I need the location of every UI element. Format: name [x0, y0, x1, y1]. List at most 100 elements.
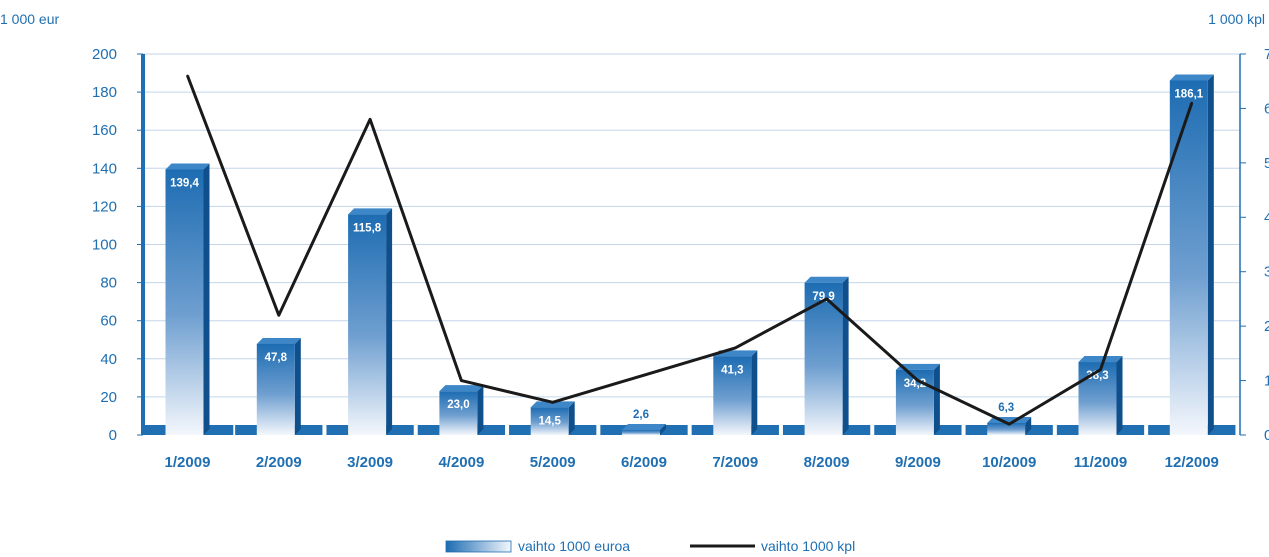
bar-top [256, 337, 301, 344]
bar-value-label: 23,0 [447, 399, 469, 411]
line-point [551, 401, 554, 404]
bar-top [622, 424, 666, 431]
right-tick-label: 3 [1264, 264, 1269, 281]
bar-value-label: 6,3 [998, 402, 1014, 414]
legend-label-bars: vaihto 1000 euroa [518, 538, 630, 554]
bar-side [842, 276, 849, 435]
line-point [1099, 368, 1102, 371]
legend-swatch-bars [445, 540, 512, 553]
bar-front [530, 407, 569, 435]
bar-top [895, 363, 940, 370]
bar: 139,4 [165, 163, 210, 435]
line-point [734, 346, 737, 350]
bar: 41,3 [713, 350, 758, 435]
left-axis: 0 20 40 60 80 100 120 140 160 180 200 [92, 46, 145, 444]
bar: 115,8 [348, 208, 393, 435]
bar: 14,5 [530, 401, 575, 435]
bar-front [804, 282, 843, 435]
bar-value-label: 115,8 [353, 222, 382, 234]
bar-front [165, 169, 204, 435]
bar-side [660, 424, 666, 435]
line-series [186, 74, 1194, 426]
bar-value-label: 38,3 [1086, 370, 1108, 382]
bar-front [987, 422, 1026, 435]
category-label: 12/2009 [1165, 454, 1219, 471]
right-tick-label: 1 [1264, 373, 1269, 390]
right-tick-label: 2 [1264, 318, 1269, 335]
category-label: 11/2009 [1074, 454, 1127, 471]
bar-side [568, 401, 575, 435]
bar-front [622, 430, 660, 435]
bar-series: 139,447,8115,823,014,52,641,379,934,26,3… [165, 74, 1214, 436]
line-point [642, 373, 646, 377]
bar-value-label: 139,4 [170, 177, 199, 189]
right-tick-label: 0 [1264, 427, 1269, 444]
bar: 34,2 [895, 363, 940, 435]
bar-side [477, 385, 484, 435]
bar-value-label: 14,5 [539, 415, 562, 427]
category-label: 8/2009 [804, 454, 850, 471]
baseline [143, 425, 1236, 435]
bar-front [439, 391, 478, 435]
left-tick-label: 0 [109, 427, 117, 444]
bar-top [1169, 74, 1214, 81]
line-point [916, 379, 920, 382]
bar-top [530, 401, 575, 408]
category-label: 5/2009 [530, 454, 576, 471]
left-tick-label: 80 [100, 275, 117, 292]
left-tick-label: 120 [92, 198, 117, 215]
category-label: 4/2009 [438, 454, 484, 471]
bar-side [751, 350, 758, 435]
left-tick-label: 20 [100, 389, 117, 406]
bar-side [386, 208, 393, 435]
bar-value-label: 47,8 [265, 352, 288, 364]
bar: 2,6 [622, 409, 666, 435]
left-tick-label: 100 [92, 237, 117, 254]
left-tick-label: 180 [92, 84, 117, 101]
category-label: 2/2009 [256, 454, 302, 471]
bar-top [348, 208, 393, 215]
left-tick-label: 60 [100, 313, 117, 330]
bar: 23,0 [439, 385, 484, 435]
line-point [460, 379, 463, 382]
right-tick-label: 4 [1264, 209, 1269, 226]
legend: vaihto 1000 euroa vaihto 1000 kpl [445, 538, 855, 554]
bar-side [1025, 416, 1032, 435]
bar-front [256, 343, 295, 435]
x-axis: 1/2009 2/2009 3/2009 4/2009 5/2009 6/2009 7/20… [165, 454, 1219, 471]
bar-side [1116, 356, 1123, 435]
bar: 38,3 [1078, 356, 1123, 435]
category-label: 3/2009 [347, 454, 393, 471]
left-tick-label: 160 [92, 122, 117, 139]
bar-top [1078, 356, 1123, 363]
right-axis: 0 1 2 3 4 5 6 7 [1239, 46, 1269, 444]
bar-front [713, 356, 752, 435]
category-label: 7/2009 [712, 454, 758, 471]
right-tick-label: 6 [1264, 100, 1269, 117]
bar-top [804, 276, 849, 283]
bar-value-label: 186,1 [1174, 88, 1203, 100]
category-label: 10/2009 [982, 454, 1036, 471]
line-point [825, 297, 828, 301]
left-tick-label: 40 [100, 351, 117, 368]
bar-front [1169, 80, 1208, 436]
line-path [186, 75, 1194, 426]
line-point [277, 314, 280, 317]
bar-side [933, 363, 940, 435]
left-tick-label: 140 [92, 160, 117, 177]
bar-value-label: 41,3 [721, 364, 743, 376]
line-point [186, 74, 189, 77]
right-tick-label: 7 [1264, 46, 1269, 63]
bar-front [895, 369, 934, 435]
line-point [1190, 101, 1194, 105]
category-label: 1/2009 [165, 454, 211, 471]
bar-value-label: 2,6 [633, 409, 649, 421]
bar: 6,3 [987, 402, 1032, 435]
line-point [1008, 422, 1011, 426]
right-tick-label: 5 [1264, 155, 1269, 172]
left-tick-label: 200 [92, 46, 117, 63]
gridlines [143, 53, 1240, 398]
right-axis-unit: 1 000 kpl [1208, 11, 1265, 27]
bar-front [1078, 362, 1117, 435]
